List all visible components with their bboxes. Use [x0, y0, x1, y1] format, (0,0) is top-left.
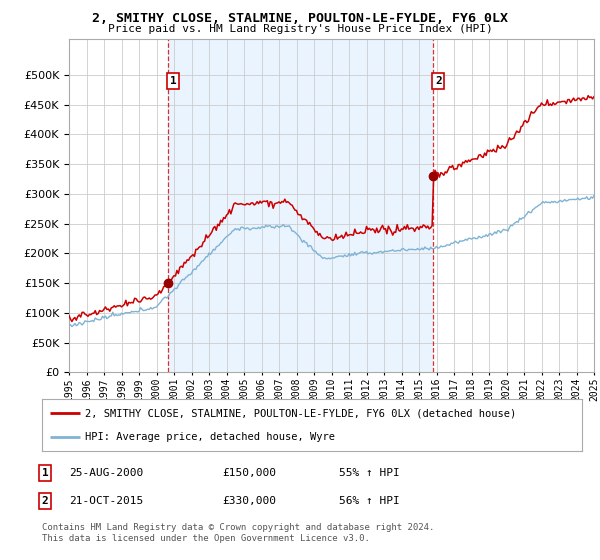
Text: HPI: Average price, detached house, Wyre: HPI: Average price, detached house, Wyre: [85, 432, 335, 442]
Text: 55% ↑ HPI: 55% ↑ HPI: [339, 468, 400, 478]
Text: 2, SMITHY CLOSE, STALMINE, POULTON-LE-FYLDE, FY6 0LX: 2, SMITHY CLOSE, STALMINE, POULTON-LE-FY…: [92, 12, 508, 25]
Text: 2: 2: [41, 496, 49, 506]
Text: 2: 2: [435, 76, 442, 86]
Text: 21-OCT-2015: 21-OCT-2015: [69, 496, 143, 506]
Text: £150,000: £150,000: [222, 468, 276, 478]
Bar: [168, 39, 433, 372]
Text: Contains HM Land Registry data © Crown copyright and database right 2024.
This d: Contains HM Land Registry data © Crown c…: [42, 524, 434, 543]
Text: Price paid vs. HM Land Registry's House Price Index (HPI): Price paid vs. HM Land Registry's House …: [107, 24, 493, 34]
Text: 25-AUG-2000: 25-AUG-2000: [69, 468, 143, 478]
Text: 1: 1: [41, 468, 49, 478]
Text: £330,000: £330,000: [222, 496, 276, 506]
Text: 56% ↑ HPI: 56% ↑ HPI: [339, 496, 400, 506]
Text: 2, SMITHY CLOSE, STALMINE, POULTON-LE-FYLDE, FY6 0LX (detached house): 2, SMITHY CLOSE, STALMINE, POULTON-LE-FY…: [85, 408, 517, 418]
Text: 1: 1: [170, 76, 176, 86]
